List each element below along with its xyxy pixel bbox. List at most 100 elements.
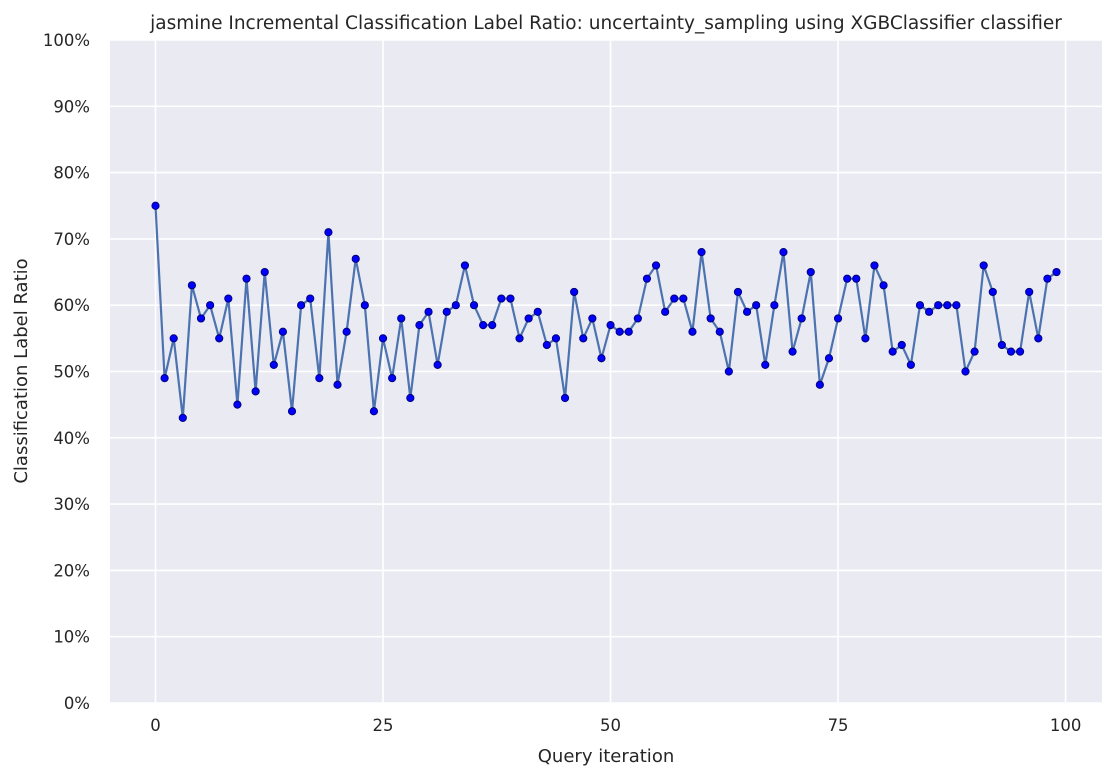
data-point xyxy=(269,360,278,369)
data-point xyxy=(979,261,988,270)
x-axis-title: Query iteration xyxy=(538,746,674,767)
data-point xyxy=(797,314,806,323)
data-point xyxy=(615,327,624,336)
data-point xyxy=(788,347,797,356)
data-point xyxy=(315,374,324,383)
data-point xyxy=(870,261,879,270)
data-points xyxy=(151,201,1061,423)
data-point xyxy=(806,267,815,277)
tick-labels: 0% 10% 20% 30% 40% 50% 60% 70% 80% 90% 100% 0 25 50 75… xyxy=(43,31,1082,735)
data-point xyxy=(906,360,915,369)
data-point xyxy=(770,301,779,310)
data-point xyxy=(934,301,943,310)
data-point xyxy=(988,287,997,297)
data-point xyxy=(278,327,288,336)
data-point xyxy=(761,360,770,369)
data-point xyxy=(388,374,397,383)
series-line xyxy=(154,205,1058,420)
x-tick-label: 100 xyxy=(1050,716,1082,735)
data-point xyxy=(506,294,515,303)
data-point xyxy=(1052,267,1061,277)
data-point xyxy=(661,307,670,316)
data-point xyxy=(451,301,460,310)
data-point xyxy=(1034,334,1043,343)
y-tick-label: 90% xyxy=(53,97,90,116)
data-point xyxy=(560,393,570,403)
data-point xyxy=(169,334,178,343)
data-point xyxy=(260,267,269,277)
data-point xyxy=(670,294,679,303)
y-tick-label: 60% xyxy=(53,296,90,315)
data-point xyxy=(488,320,497,330)
data-point xyxy=(624,327,633,336)
y-tick-label: 40% xyxy=(53,429,90,448)
data-point xyxy=(679,294,688,303)
data-point xyxy=(961,367,970,376)
data-point xyxy=(442,307,451,316)
data-point xyxy=(424,307,433,316)
data-point xyxy=(952,301,961,310)
data-point xyxy=(579,334,588,343)
data-point xyxy=(897,340,906,350)
y-tick-label: 80% xyxy=(53,164,90,183)
data-point xyxy=(597,354,606,363)
data-point xyxy=(724,367,733,376)
data-point xyxy=(570,287,579,297)
data-point xyxy=(742,307,752,316)
data-point xyxy=(378,334,388,343)
data-point xyxy=(733,287,743,297)
data-point xyxy=(342,327,351,336)
data-point xyxy=(1015,347,1025,356)
data-point xyxy=(888,347,897,356)
chart-title: jasmine Incremental Classification Label… xyxy=(149,13,1062,34)
data-point xyxy=(524,314,533,323)
data-point xyxy=(833,314,843,323)
data-point xyxy=(706,314,715,323)
data-point xyxy=(351,254,360,263)
x-tick-label: 50 xyxy=(600,716,621,735)
data-point xyxy=(178,413,187,423)
data-point xyxy=(943,301,952,310)
data-point xyxy=(215,334,224,343)
data-point xyxy=(160,374,169,383)
grid-lines xyxy=(110,39,1102,704)
data-point xyxy=(460,261,470,270)
data-point xyxy=(651,261,661,270)
y-tick-label: 30% xyxy=(53,495,90,514)
data-point xyxy=(433,360,442,369)
data-point xyxy=(287,407,297,416)
data-point xyxy=(469,301,479,310)
data-point xyxy=(824,354,834,363)
data-point xyxy=(879,281,888,290)
x-tick-label: 75 xyxy=(828,716,849,735)
data-point xyxy=(688,327,697,336)
data-point xyxy=(924,307,934,316)
data-point xyxy=(397,314,406,323)
data-point xyxy=(588,314,597,323)
data-point xyxy=(1025,287,1034,297)
data-point xyxy=(360,301,369,310)
data-point xyxy=(306,294,315,303)
data-point xyxy=(242,274,251,283)
data-point xyxy=(633,314,642,323)
y-axis-title: Classification Label Ratio xyxy=(11,258,32,483)
data-point xyxy=(233,400,242,409)
data-point xyxy=(415,320,424,330)
data-point xyxy=(324,228,333,237)
y-tick-label: 0% xyxy=(64,694,90,713)
data-point xyxy=(497,294,506,303)
data-point xyxy=(843,274,852,283)
data-point xyxy=(606,320,615,330)
data-point xyxy=(779,248,788,257)
y-tick-label: 50% xyxy=(53,363,90,382)
y-tick-label: 100% xyxy=(43,31,90,50)
data-point xyxy=(542,340,551,350)
data-point xyxy=(297,301,306,310)
y-tick-label: 20% xyxy=(53,561,90,580)
data-point xyxy=(515,334,524,343)
data-point xyxy=(151,201,160,210)
data-point xyxy=(852,274,861,283)
y-tick-label: 10% xyxy=(53,628,90,647)
y-tick-label: 70% xyxy=(53,230,90,249)
